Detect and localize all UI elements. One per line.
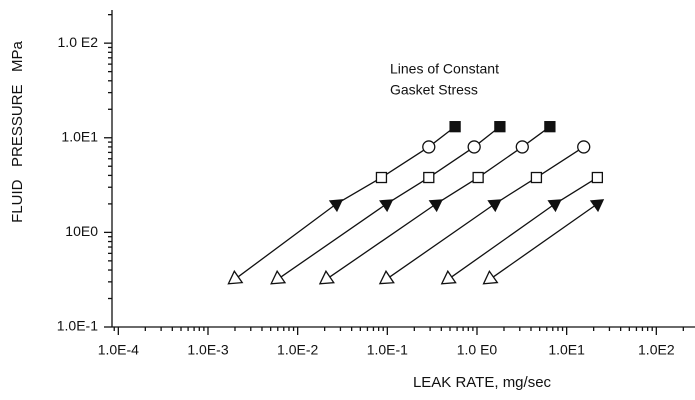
x-tick-label: 1.0E1 bbox=[548, 342, 585, 358]
marker bbox=[379, 199, 394, 213]
marker bbox=[589, 199, 605, 213]
marker bbox=[318, 269, 335, 285]
annotation: Lines of Constant bbox=[390, 61, 499, 77]
y-axis-label: FLUID PRESSURE MPa bbox=[9, 40, 26, 222]
marker bbox=[591, 171, 604, 184]
y-tick-label: 1.0 E2 bbox=[58, 34, 99, 50]
y-tick-label: 10E0 bbox=[65, 223, 98, 239]
marker bbox=[547, 199, 562, 213]
marker bbox=[494, 121, 506, 133]
line bbox=[489, 203, 598, 280]
x-tick-label: 1.0E-3 bbox=[187, 342, 228, 358]
marker bbox=[530, 171, 543, 184]
marker bbox=[440, 269, 457, 285]
x-axis-label: LEAK RATE, mg/sec bbox=[413, 374, 552, 391]
marker bbox=[328, 199, 344, 213]
line bbox=[234, 126, 456, 280]
marker bbox=[422, 140, 436, 154]
marker bbox=[544, 121, 556, 133]
marker bbox=[270, 269, 287, 285]
marker bbox=[375, 171, 388, 184]
marker bbox=[472, 171, 484, 184]
y-tick-label: 1.0E1 bbox=[61, 128, 98, 144]
marker bbox=[577, 140, 591, 154]
x-tick-label: 1.0E-4 bbox=[98, 342, 139, 358]
marker bbox=[449, 121, 461, 133]
marker bbox=[227, 269, 244, 285]
marker bbox=[467, 140, 481, 154]
marker bbox=[378, 269, 395, 285]
y-tick-label: 1.0E-1 bbox=[57, 318, 98, 334]
line bbox=[448, 176, 598, 280]
x-tick-label: 1.0E-2 bbox=[277, 342, 318, 358]
x-tick-label: 1.0 E0 bbox=[457, 342, 498, 358]
annotation: Gasket Stress bbox=[390, 82, 478, 98]
x-tick-label: 1.0E-1 bbox=[367, 342, 408, 358]
marker bbox=[487, 199, 502, 213]
x-tick-label: 1.0E2 bbox=[638, 342, 675, 358]
marker bbox=[515, 140, 529, 154]
marker bbox=[482, 269, 499, 285]
marker bbox=[423, 171, 435, 184]
line bbox=[386, 146, 585, 280]
marker bbox=[428, 199, 443, 213]
